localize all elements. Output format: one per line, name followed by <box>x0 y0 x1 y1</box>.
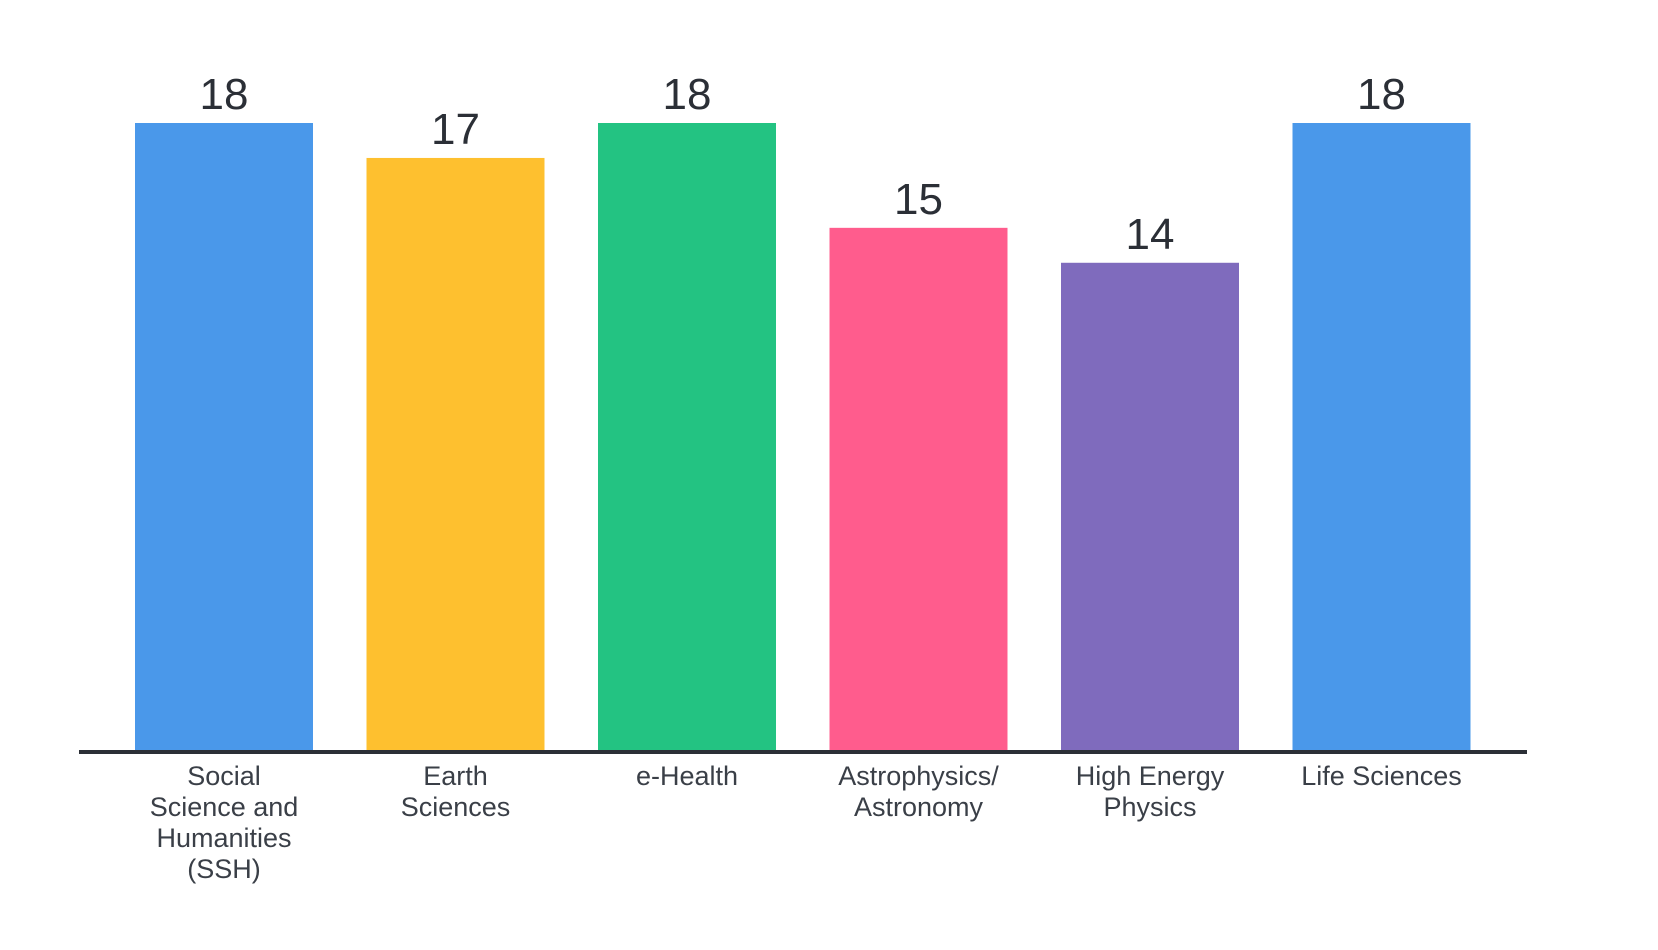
bar-1 <box>366 157 545 752</box>
category-label-line: Astrophysics/ <box>838 761 999 791</box>
category-label-line: Sciences <box>401 792 511 822</box>
labels-group: 18 Social Science and Humanities (SSH) 17 Eart… <box>150 70 1462 884</box>
value-label-4: 14 <box>1126 210 1175 259</box>
value-label-3: 15 <box>894 175 943 224</box>
bar-0 <box>135 123 313 752</box>
bars-group <box>135 123 1471 753</box>
value-label-5: 18 <box>1357 70 1406 119</box>
category-label-2: e-Health <box>636 761 738 791</box>
category-label-5: Life Sciences <box>1301 761 1462 791</box>
bar-5 <box>1292 123 1471 752</box>
category-label-line: Social <box>187 761 261 791</box>
value-label-2: 18 <box>663 70 712 119</box>
category-label-3: Astrophysics/Astronomy <box>838 761 999 822</box>
value-label-1: 17 <box>431 105 480 154</box>
bar-4 <box>1061 262 1239 752</box>
category-label-0: Social Science and Humanities (SSH) <box>150 761 299 884</box>
category-label-1: Earth Sciences <box>401 761 511 822</box>
category-label-line: Earth <box>423 761 488 791</box>
category-label-line: Humanities <box>156 823 291 853</box>
category-label-line: Astronomy <box>854 792 984 822</box>
category-label-line: Life Sciences <box>1301 761 1462 791</box>
bar-2 <box>598 123 776 752</box>
category-label-line: Science and <box>150 792 299 822</box>
category-label-line: e-Health <box>636 761 738 791</box>
category-label-line: Physics <box>1103 792 1196 822</box>
category-label-4: High Energy Physics <box>1076 761 1225 822</box>
category-label-line: High Energy <box>1076 761 1225 791</box>
category-label-line: (SSH) <box>187 854 261 884</box>
bar-3 <box>829 227 1008 753</box>
value-label-0: 18 <box>200 70 249 119</box>
